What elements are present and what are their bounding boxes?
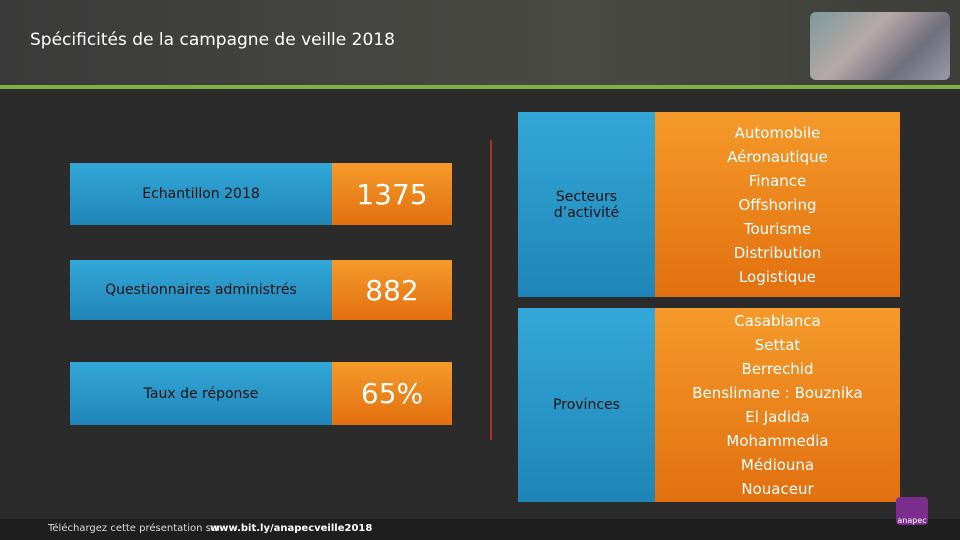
row-label: Taux de réponse xyxy=(70,362,332,425)
row-value: 882 xyxy=(332,260,452,320)
row-label: Provinces xyxy=(518,308,655,502)
list-item: Médiouna xyxy=(740,456,815,474)
list-item: Tourisme xyxy=(743,219,812,238)
list-item: Berrechid xyxy=(741,360,814,378)
list-item: Logistique xyxy=(738,267,817,286)
row-label: Questionnaires administrés xyxy=(70,260,332,320)
header-bar xyxy=(0,0,960,89)
row-label: Echantillon 2018 xyxy=(70,163,332,225)
row-value: 1375 xyxy=(332,163,452,225)
row-items: Casablanca Settat Berrechid Benslimane : Bo… xyxy=(655,308,900,502)
list-item: Benslimane : Bouznika xyxy=(692,384,863,402)
title: Spécificités de la campagne de veille 20… xyxy=(30,30,395,50)
list-item: Mohammedia xyxy=(726,432,829,450)
list-item: Automobile xyxy=(734,123,821,142)
list-item: Finance xyxy=(748,171,807,190)
list-item: El Jadida xyxy=(745,408,810,426)
footer: Téléchargez cette présentation sur www.b… xyxy=(0,519,960,540)
list-item: Settat xyxy=(754,336,801,354)
row-items: Automobile Aéronautique Finance Offshoring T… xyxy=(655,112,900,297)
list-item: Casablanca xyxy=(734,312,821,330)
divider xyxy=(490,140,492,440)
list-item: Nouaceur xyxy=(741,480,814,498)
header-images xyxy=(810,12,950,80)
row-value: 65% xyxy=(332,362,452,425)
list-item: Aéronautique xyxy=(727,147,828,166)
logo: anapec xyxy=(896,497,928,525)
list-item: Offshoring xyxy=(738,195,817,214)
footer-link[interactable]: www.bit.ly/anapecveille2018 xyxy=(210,523,373,534)
list-item: Distribution xyxy=(733,243,822,262)
footer-text: Téléchargez cette présentation sur xyxy=(48,523,222,534)
row-label: Secteurs d’activité xyxy=(518,112,655,297)
